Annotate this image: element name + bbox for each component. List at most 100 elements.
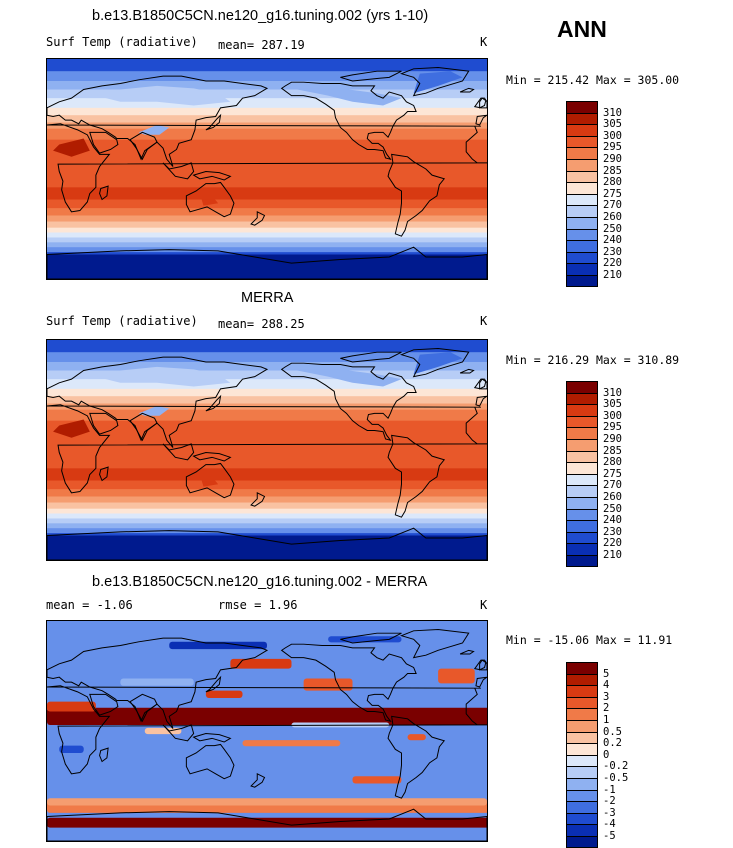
colorbar-tick-label: -0.2 <box>603 760 629 773</box>
colorbar-tick-label: 250 <box>603 502 622 515</box>
colorbar-swatch <box>566 274 598 287</box>
season-label: ANN <box>557 16 607 42</box>
colorbar-swatch <box>566 777 598 790</box>
colorbar-swatch <box>566 147 598 159</box>
colorbar-tick-label: -5 <box>603 830 616 842</box>
map-field <box>47 340 487 560</box>
colorbar-swatch <box>566 193 598 206</box>
colorbar-swatch <box>566 158 598 171</box>
colorbar-tick-label: 275 <box>603 187 622 200</box>
panel-1-variable-label: Surf Temp (radiative) <box>46 35 198 49</box>
colorbar-swatch <box>566 766 598 778</box>
colorbar-swatch <box>566 415 598 428</box>
colorbar-tick-label: 210 <box>603 549 622 561</box>
panel-1-title: b.e13.B1850C5CN.ne120_g16.tuning.002 (yr… <box>92 8 429 24</box>
colorbar-swatch <box>566 719 598 732</box>
panel-3-mean-label: mean = -1.06 <box>46 598 133 612</box>
colorbar-tick-label: 285 <box>603 444 622 457</box>
panel-1-map <box>46 58 488 280</box>
colorbar-tick-label: 305 <box>603 118 622 131</box>
colorbar-swatch <box>566 263 598 275</box>
colorbar-swatch <box>566 216 598 229</box>
colorbar-swatch <box>566 743 598 755</box>
colorbar-tick-label: 4 <box>603 679 610 692</box>
colorbar-swatch <box>566 731 598 744</box>
panel-1-mean-label: mean= 287.19 <box>218 38 305 52</box>
colorbar-swatch <box>566 824 598 836</box>
coastlines <box>47 67 487 279</box>
colorbar-tick-label: 270 <box>603 199 622 212</box>
panel-2-units-label: K <box>480 314 488 328</box>
colorbar-tick-label: -3 <box>603 806 616 819</box>
colorbar-tick-label: 275 <box>603 467 622 480</box>
colorbar-swatch <box>566 404 598 416</box>
colorbar-swatch <box>566 473 598 486</box>
colorbar-swatch <box>566 520 598 532</box>
colorbar-tick-label: 310 <box>603 106 622 119</box>
colorbar-swatch <box>566 754 598 767</box>
colorbar-swatch <box>566 124 598 136</box>
colorbar-swatch <box>566 251 598 264</box>
colorbar-tick-label: 5 <box>603 667 610 680</box>
panel-1-colorbar <box>566 101 598 287</box>
panel-3-units-label: K <box>480 598 488 612</box>
colorbar-swatch <box>566 450 598 463</box>
colorbar-swatch <box>566 170 598 183</box>
colorbar-swatch <box>566 543 598 555</box>
colorbar-swatch <box>566 708 598 720</box>
colorbar-swatch <box>566 381 598 393</box>
colorbar-swatch <box>566 696 598 709</box>
colorbar-tick-label: 285 <box>603 164 622 177</box>
colorbar-tick-label: 295 <box>603 141 622 154</box>
colorbar-swatch <box>566 392 598 405</box>
panel-3-title: b.e13.B1850C5CN.ne120_g16.tuning.002 - M… <box>92 574 428 590</box>
panel-3-minmax: Min = -15.06 Max = 11.91 <box>506 633 673 647</box>
panel-2-mean-label: mean= 288.25 <box>218 317 305 331</box>
colorbar-swatch <box>566 101 598 113</box>
colorbar-tick-label: 250 <box>603 222 622 235</box>
colorbar-swatch <box>566 496 598 509</box>
panel-2-title: MERRA <box>241 290 294 306</box>
colorbar-swatch <box>566 112 598 125</box>
colorbar-swatch <box>566 462 598 474</box>
colorbar-tick-label: 240 <box>603 234 622 247</box>
colorbar-tick-label: 295 <box>603 421 622 434</box>
colorbar-tick-label: 260 <box>603 211 622 223</box>
colorbar-swatch <box>566 240 598 252</box>
colorbar-tick-label: 230 <box>603 245 622 258</box>
colorbar-tick-label: 270 <box>603 479 622 492</box>
panel-1-minmax: Min = 215.42 Max = 305.00 <box>506 73 680 87</box>
colorbar-tick-label: 305 <box>603 398 622 411</box>
colorbar-swatch <box>566 438 598 451</box>
colorbar-tick-label: 300 <box>603 409 622 422</box>
colorbar-tick-label: 0.5 <box>603 725 622 738</box>
colorbar-tick-label: 280 <box>603 456 622 469</box>
colorbar-tick-label: 0.2 <box>603 737 622 750</box>
panel-2-variable-label: Surf Temp (radiative) <box>46 314 198 328</box>
panel-1-units-label: K <box>480 35 488 49</box>
colorbar-tick-label: 3 <box>603 690 610 703</box>
colorbar-tick-label: 310 <box>603 386 622 399</box>
panel-3-map <box>46 620 488 842</box>
panel-2-colorbar <box>566 381 598 567</box>
colorbar-swatch <box>566 508 598 521</box>
colorbar-swatch <box>566 427 598 439</box>
colorbar-swatch <box>566 835 598 848</box>
colorbar-tick-label: 290 <box>603 433 622 445</box>
colorbar-tick-label: 280 <box>603 176 622 189</box>
colorbar-tick-label: 220 <box>603 257 622 270</box>
colorbar-tick-label: 240 <box>603 514 622 527</box>
colorbar-swatch <box>566 662 598 674</box>
colorbar-tick-label: 210 <box>603 269 622 281</box>
colorbar-tick-label: -4 <box>603 818 616 831</box>
map-field <box>47 59 487 279</box>
coastlines <box>47 348 487 560</box>
colorbar-swatch <box>566 685 598 697</box>
coastlines <box>47 629 487 841</box>
colorbar-tick-label: 220 <box>603 537 622 550</box>
colorbar-swatch <box>566 485 598 497</box>
colorbar-tick-label: 1 <box>603 714 610 726</box>
colorbar-tick-label: 300 <box>603 129 622 142</box>
colorbar-swatch <box>566 135 598 148</box>
map-field <box>47 621 487 841</box>
